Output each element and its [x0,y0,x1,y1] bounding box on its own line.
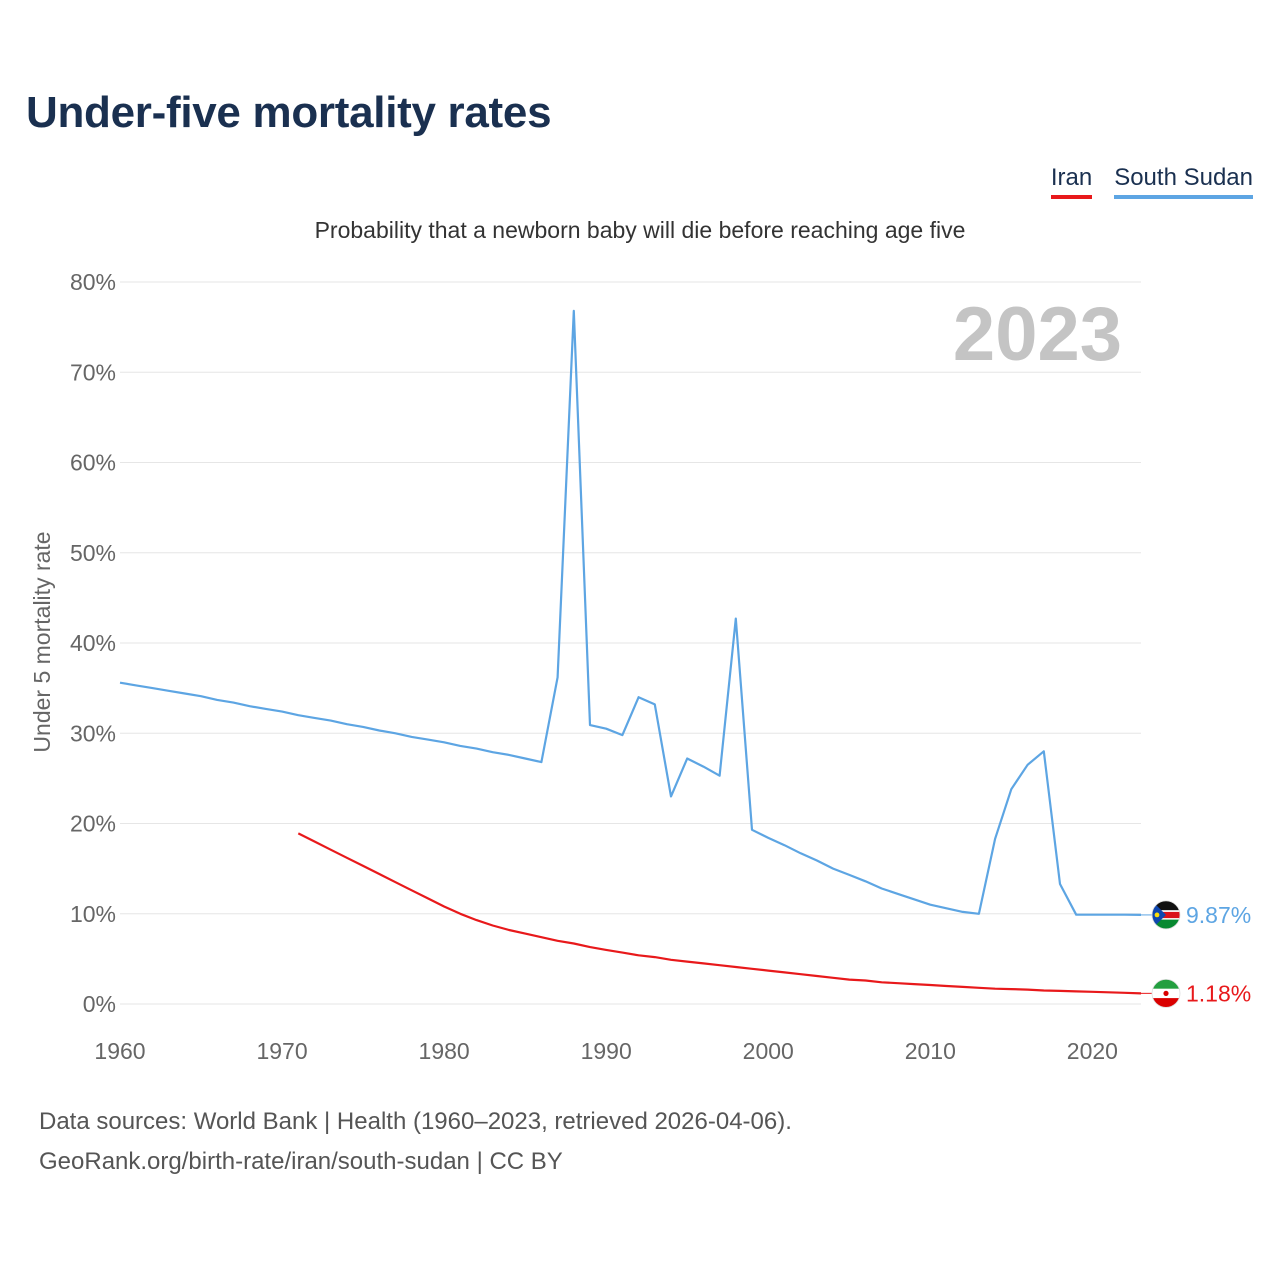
series-line-south-sudan[interactable] [119,309,1142,916]
x-tick-label: 1960 [94,1038,145,1064]
y-axis-ticks: 0% 10% 20% 30% 40% 50% 60% 70% 80% [70,269,116,1017]
y-tick-label: 70% [70,359,116,385]
y-tick-label: 30% [70,720,116,746]
y-tick-label: 40% [70,630,116,656]
legend-item-south-sudan[interactable]: South Sudan [1114,164,1253,199]
chart-subtitle: Probability that a newborn baby will die… [314,217,966,243]
y-tick-label: 80% [70,269,116,295]
iran-flag-icon [1151,979,1181,1008]
y-tick-label: 20% [70,811,116,837]
y-tick-label: 50% [70,540,116,566]
footer-source: Data sources: World Bank | Health (1960–… [39,1108,792,1135]
x-tick-label: 1990 [581,1038,632,1064]
x-tick-label: 1980 [419,1038,470,1064]
y-tick-label: 60% [70,450,116,476]
page-title: Under-five mortality rates [26,88,552,137]
y-axis-label: Under 5 mortality rate [29,531,55,752]
x-tick-label: 1970 [256,1038,307,1064]
year-watermark: 2023 [953,292,1122,377]
legend-swatch-iran [1050,195,1093,199]
legend: Iran South Sudan [1050,164,1253,199]
y-tick-label: 10% [70,901,116,927]
south-sudan-flag-icon [1151,900,1181,930]
gridlines [120,281,1141,1005]
series-line-iran[interactable] [297,832,1142,995]
x-tick-label: 2020 [1067,1038,1118,1064]
x-tick-label: 2010 [905,1038,956,1064]
series-lines [119,309,1142,995]
end-value-label-iran: 1.18% [1186,980,1251,1006]
y-tick-label: 0% [83,991,116,1017]
legend-label-south-sudan: South Sudan [1114,164,1253,191]
legend-swatch-south-sudan [1114,195,1253,199]
series-end-labels: 9.87% 1.18% [1141,900,1251,1008]
x-axis-ticks: 1960 1970 1980 1990 2000 2010 2020 [94,1038,1118,1064]
legend-item-iran[interactable]: Iran [1050,164,1093,199]
x-tick-label: 2000 [743,1038,794,1064]
footer-credit: GeoRank.org/birth-rate/iran/south-sudan … [39,1148,563,1175]
legend-label-iran: Iran [1050,164,1093,191]
end-value-label-south-sudan: 9.87% [1186,902,1251,928]
